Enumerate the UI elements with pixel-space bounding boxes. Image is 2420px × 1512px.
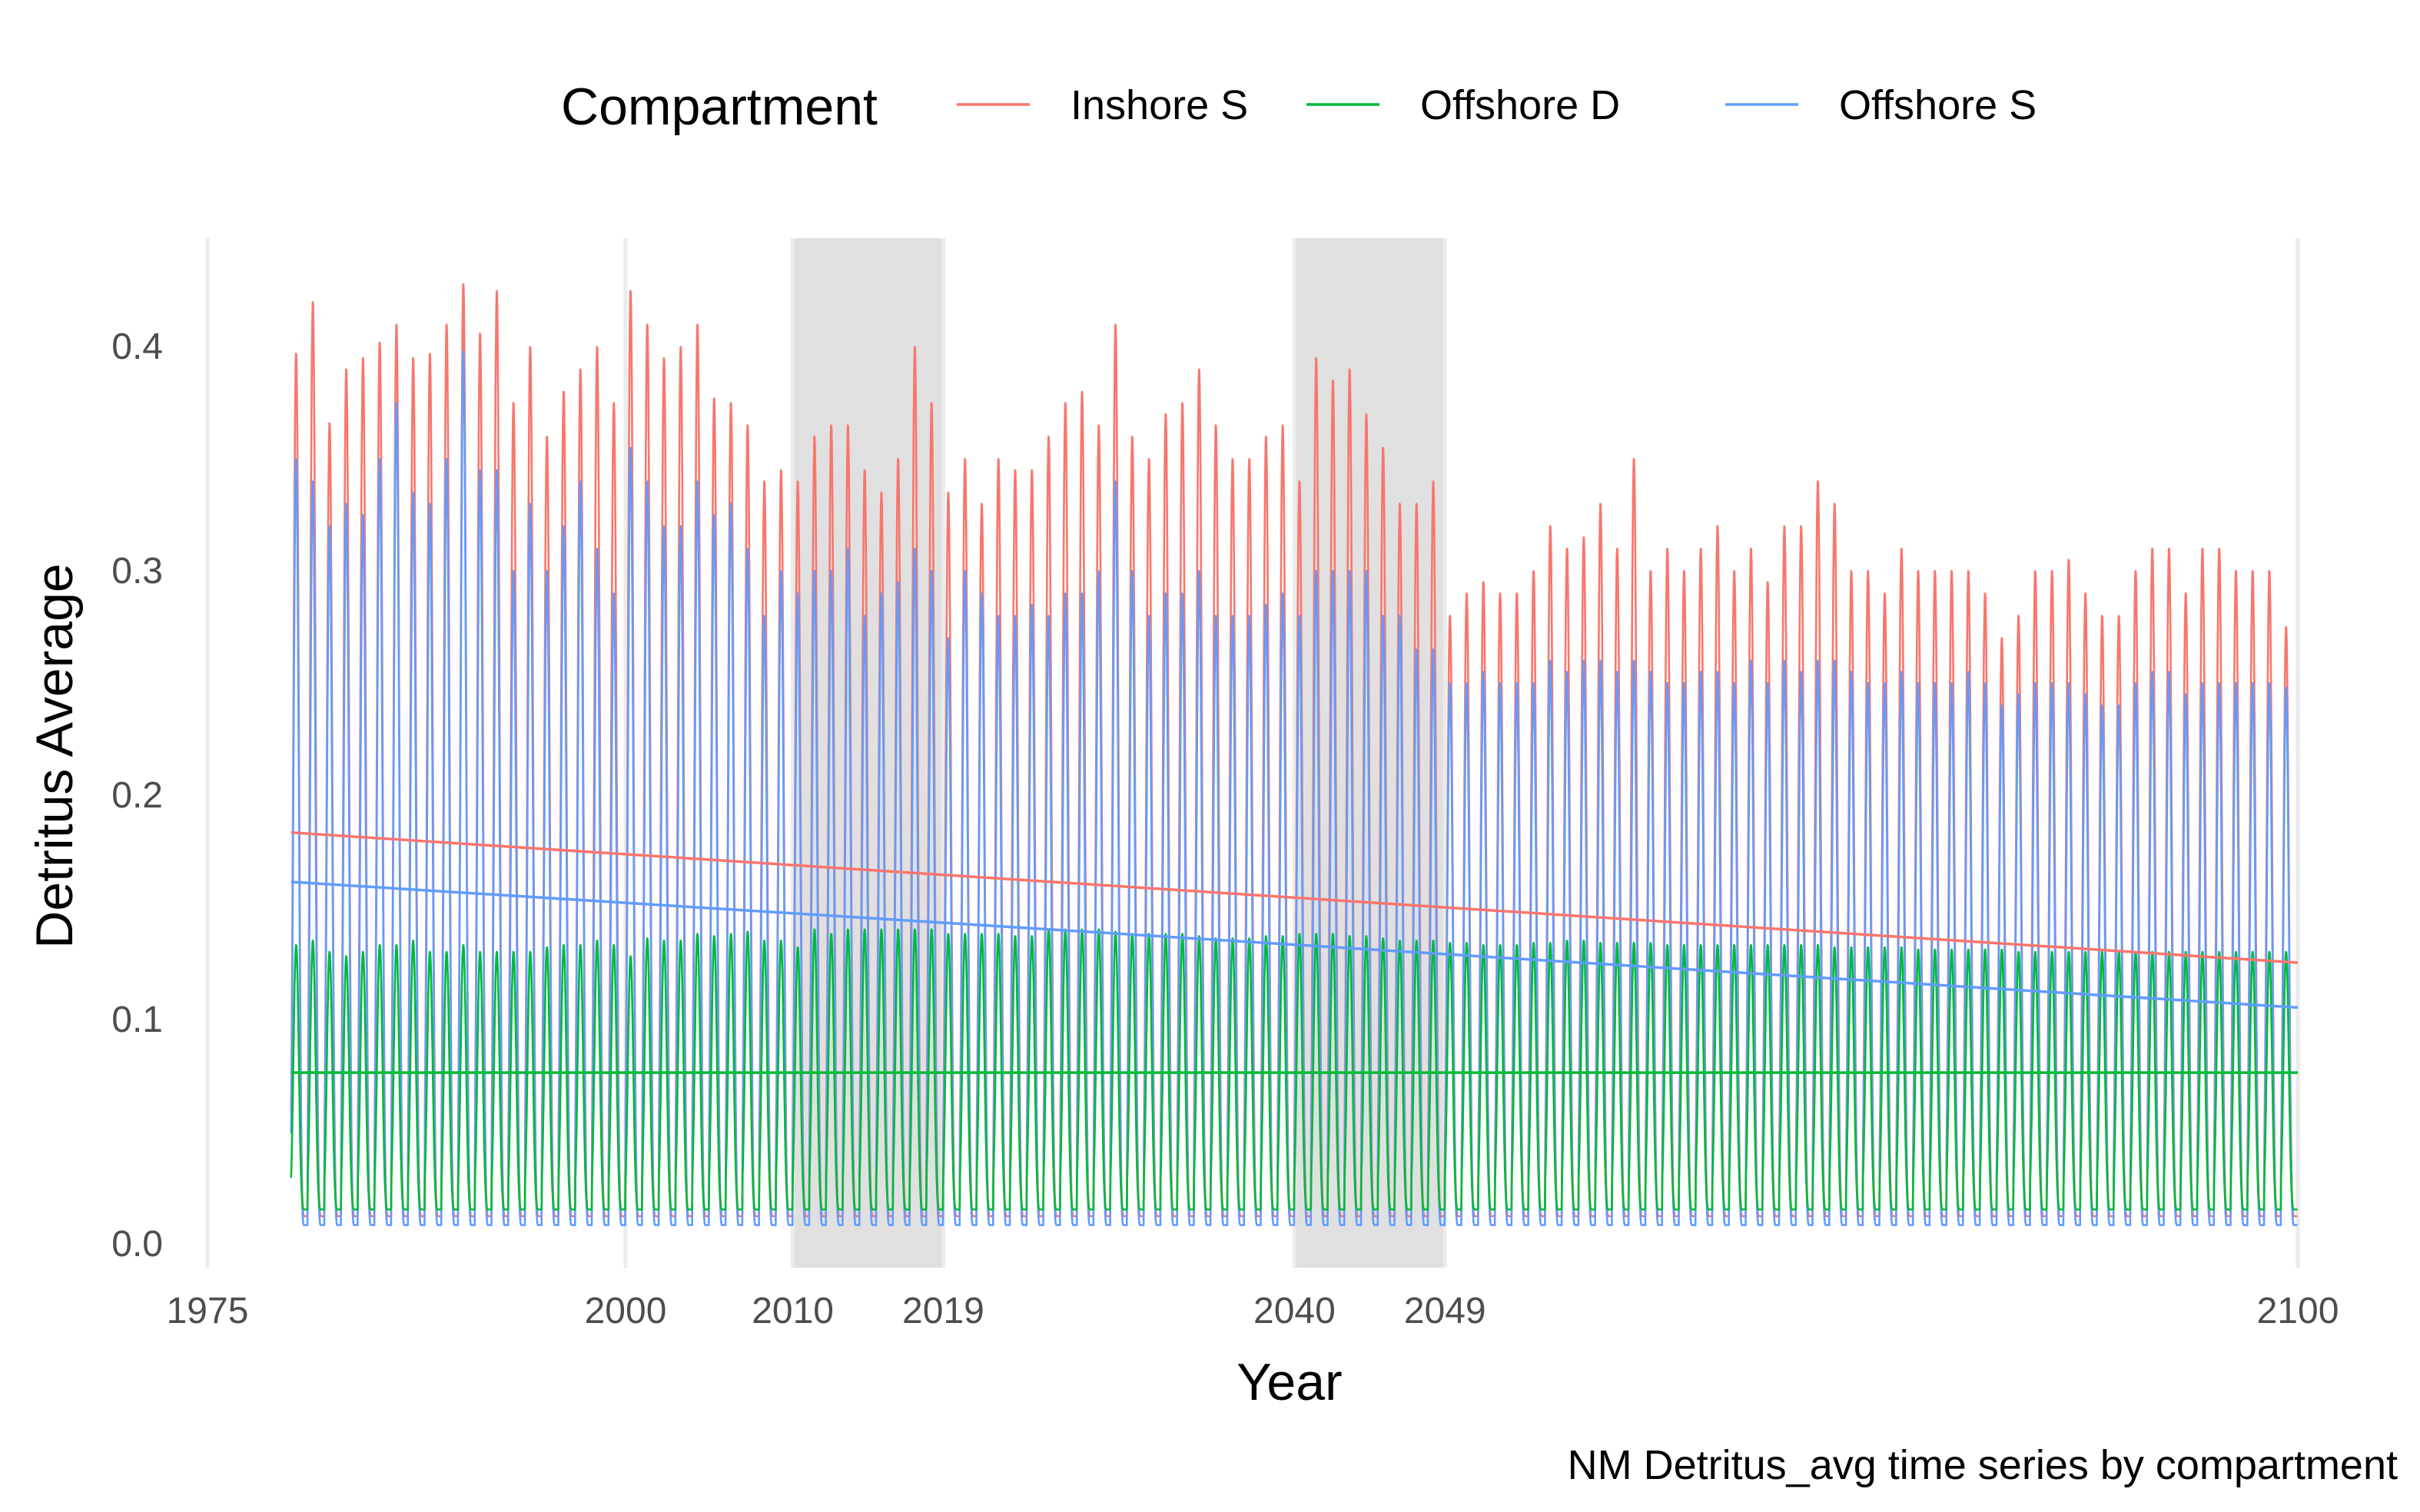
- x-tick-label: 2000: [585, 1291, 667, 1331]
- x-tick-label: 2010: [752, 1291, 834, 1331]
- y-tick-label: 0.3: [111, 551, 163, 592]
- legend-label-offshore-d: Offshore D: [1420, 82, 1620, 128]
- y-tick-label: 0.4: [111, 327, 163, 367]
- y-tick-label: 0.0: [111, 1224, 163, 1265]
- chart-caption: NM Detritus_avg time series by compartme…: [1568, 1442, 2398, 1488]
- legend: Compartment Inshore S Offshore D Offshore …: [561, 78, 2037, 136]
- legend-items: Inshore S Offshore D Offshore S: [957, 82, 2037, 128]
- series-line-offshore-d: [290, 928, 2299, 1211]
- x-axis-tick-labels: 1975 2000 2010 2019 2040 2049 2100: [167, 1291, 2339, 1331]
- x-tick-label: 2040: [1253, 1291, 1336, 1331]
- y-axis-title: Detritus Average: [25, 563, 84, 948]
- y-axis-tick-labels: 0.0 0.1 0.2 0.3 0.4: [111, 327, 163, 1265]
- x-tick-label: 1975: [167, 1291, 249, 1331]
- x-tick-label: 2049: [1404, 1291, 1486, 1331]
- series-lines: [290, 283, 2299, 1226]
- y-tick-label: 0.1: [111, 1000, 163, 1040]
- legend-title: Compartment: [561, 78, 878, 136]
- trend-line-offshore-s: [290, 880, 2299, 1010]
- x-tick-label: 2019: [902, 1291, 984, 1331]
- legend-label-offshore-s: Offshore S: [1839, 82, 2037, 128]
- trend-lines: [290, 831, 2299, 1074]
- x-tick-label: 2100: [2257, 1291, 2339, 1331]
- trend-line-inshore-s: [290, 831, 2299, 964]
- y-tick-label: 0.2: [111, 775, 163, 816]
- legend-label-inshore-s: Inshore S: [1071, 82, 1248, 128]
- x-axis-title: Year: [1237, 1353, 1342, 1411]
